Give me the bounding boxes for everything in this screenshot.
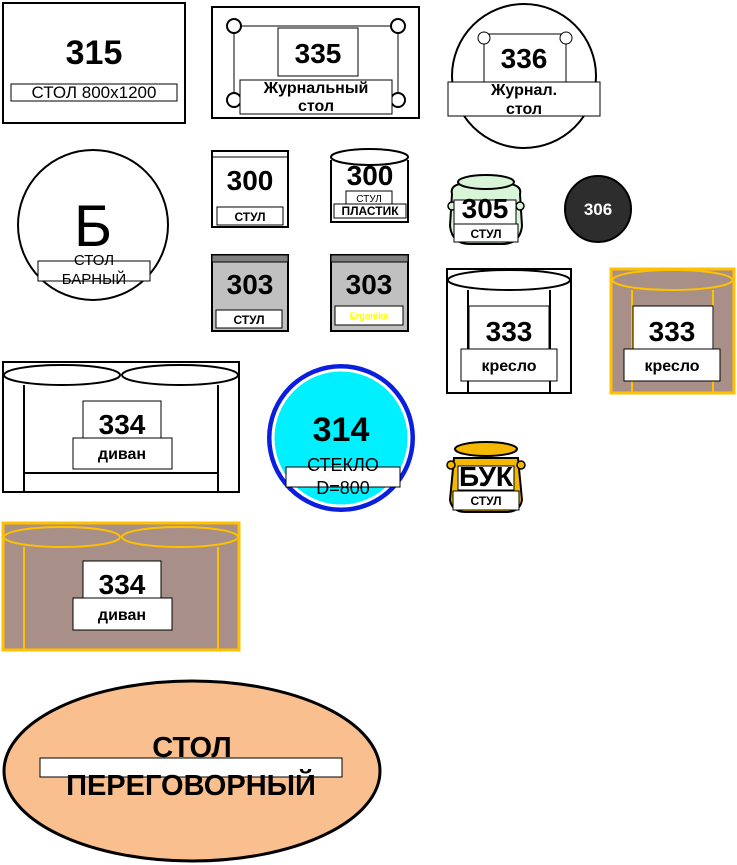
armchair-333-b-label: кресло [644, 358, 699, 375]
armchair-333-b: 333 кресло [609, 267, 736, 395]
chair-buk: БУК СТУЛ [446, 441, 526, 513]
chair-303-b: 303 Ergonika [330, 254, 409, 332]
chair-300-a: 300 СТУЛ [211, 150, 289, 228]
coffee-table-336-number: 336 [501, 43, 548, 74]
coffee-table-335: 335 Журнальный стол [211, 6, 420, 119]
chair-303-b-label: Ergonika [350, 311, 390, 321]
stool-306-number: 306 [584, 200, 612, 219]
sofa-334-a: 334 диван [2, 361, 240, 493]
chair-300-b-label-2: ПЛАСТИК [341, 204, 399, 218]
table-315-label: СТОЛ 800x1200 [32, 83, 157, 102]
armchair-333-b-number: 333 [649, 316, 696, 347]
bar-table-letter: Б [74, 194, 112, 259]
chair-305-number: 305 [462, 193, 509, 224]
chair-300-a-number: 300 [227, 165, 274, 196]
armchair-333-a: 333 кресло [446, 268, 572, 394]
chair-305-label: СТУЛ [470, 227, 501, 241]
armchair-333-a-number: 333 [486, 316, 533, 347]
sofa-334-b-number: 334 [99, 569, 146, 600]
glass-table-314-label-2: D=800 [316, 478, 370, 498]
chair-303-a: 303 СТУЛ [211, 254, 289, 332]
chair-300-a-label: СТУЛ [234, 210, 265, 224]
coffee-table-336: 336 Журнал. стол [447, 3, 601, 149]
chair-303-b-number: 303 [346, 269, 393, 300]
coffee-table-336-label-1: Журнал. [490, 82, 557, 99]
chair-buk-label: СТУЛ [470, 494, 501, 508]
sofa-334-a-number: 334 [99, 409, 146, 440]
sofa-334-a-label: диван [98, 446, 146, 463]
chair-300-b: 300 СТУЛ ПЛАСТИК [330, 148, 409, 223]
meeting-table-label-1: СТОЛ [152, 732, 231, 764]
glass-table-314-number: 314 [313, 411, 370, 449]
meeting-table-label-2: ПЕРЕГОВОРНЫЙ [66, 768, 316, 802]
coffee-table-335-number: 335 [295, 38, 342, 69]
table-315: 315 СТОЛ 800x1200 [2, 2, 186, 124]
bar-table: Б СТОЛ БАРНЫЙ [17, 149, 169, 301]
chair-buk-number: БУК [459, 461, 514, 492]
coffee-table-335-label-2: стол [298, 98, 334, 115]
armchair-333-a-label: кресло [481, 358, 536, 375]
sofa-334-b-label: диван [98, 607, 146, 624]
coffee-table-336-label-2: стол [506, 101, 542, 118]
bar-table-label-2: БАРНЫЙ [62, 270, 126, 288]
chair-303-a-number: 303 [227, 269, 274, 300]
glass-table-314: 314 СТЕКЛО D=800 [267, 364, 415, 512]
bar-table-label-1: СТОЛ [74, 252, 114, 269]
table-315-number: 315 [66, 34, 123, 72]
stool-306: 306 [564, 175, 632, 243]
chair-303-a-label: СТУЛ [233, 313, 264, 327]
chair-300-b-number: 300 [347, 160, 394, 191]
chair-300-b-label-1: СТУЛ [356, 194, 382, 205]
sofa-334-b: 334 диван [1, 521, 241, 652]
coffee-table-335-label-1: Журнальный [263, 80, 369, 97]
meeting-table: СТОЛ ПЕРЕГОВОРНЫЙ [2, 679, 382, 863]
glass-table-314-label-1: СТЕКЛО [307, 455, 379, 475]
chair-305: 305 СТУЛ [447, 174, 525, 245]
